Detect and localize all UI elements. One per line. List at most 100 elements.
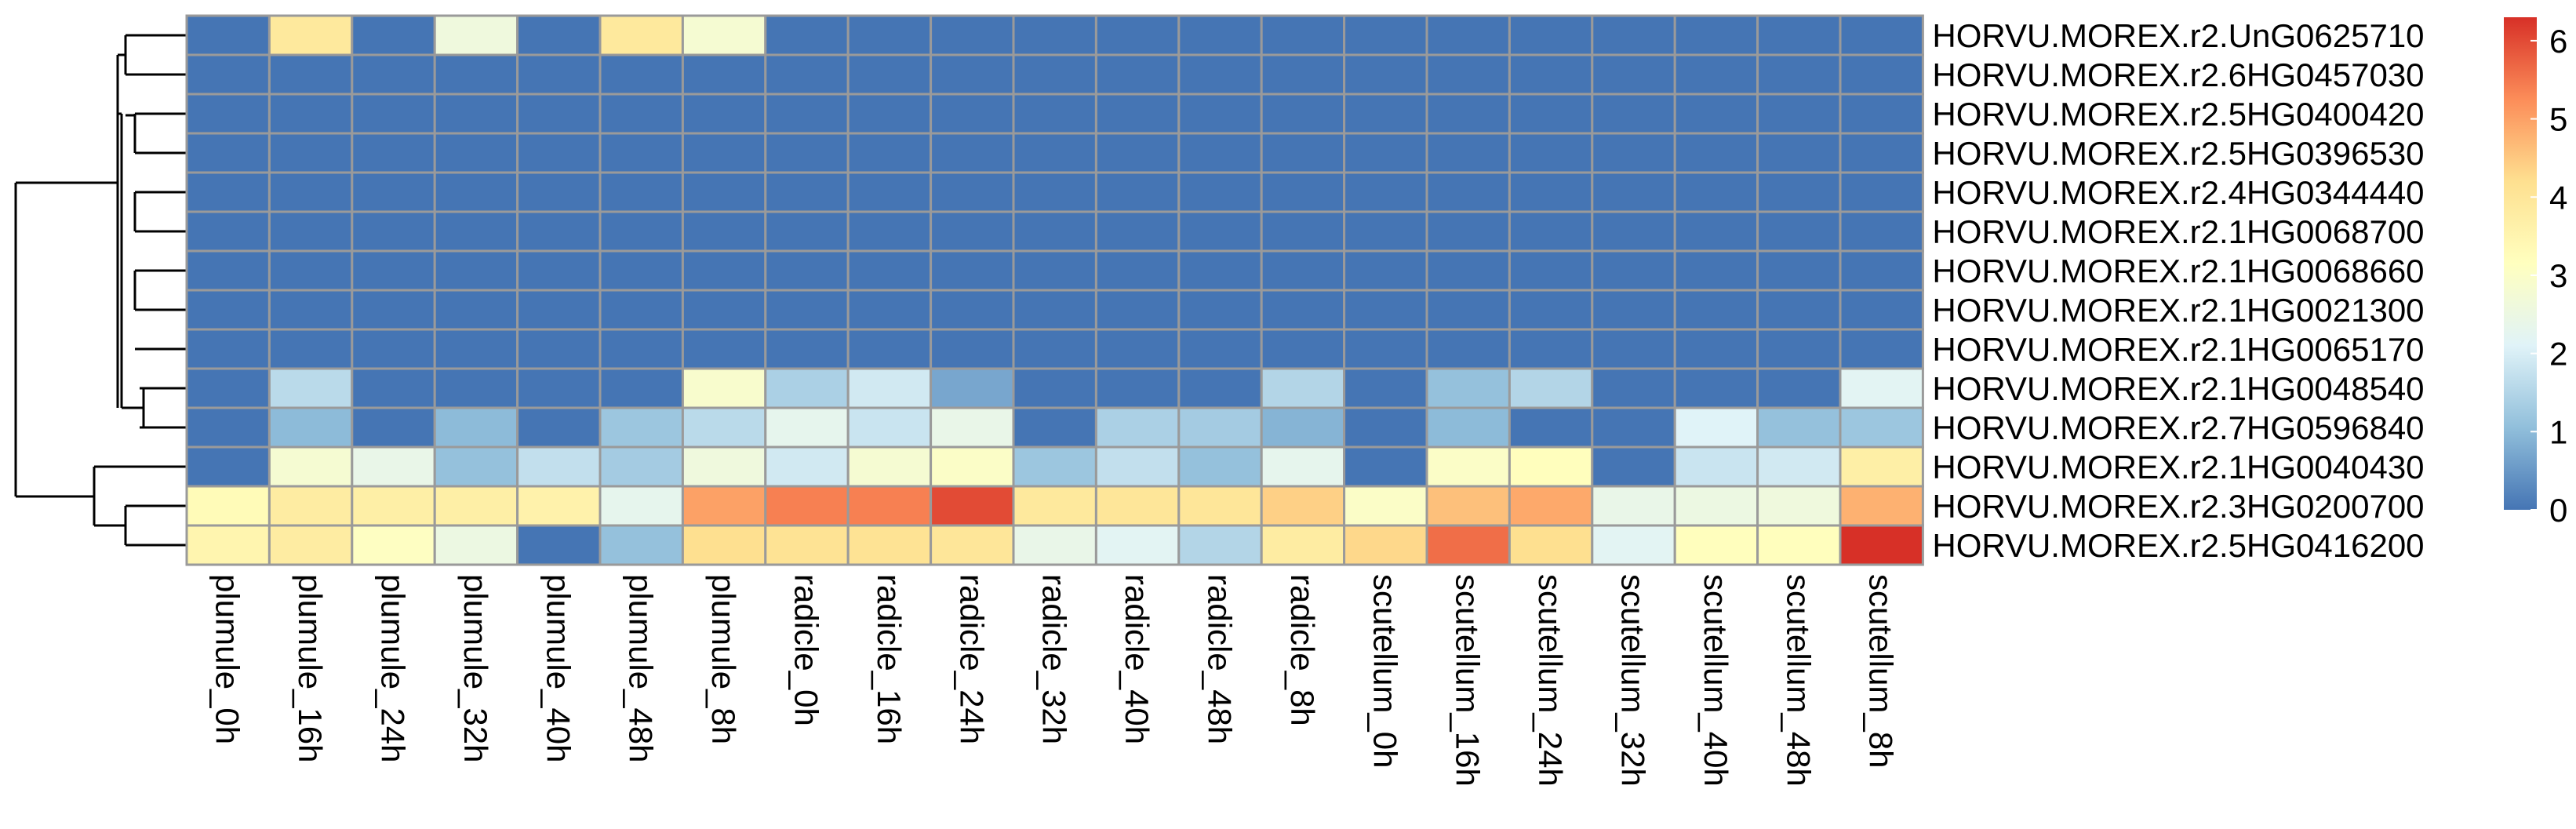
legend-tick-label: 4: [2549, 179, 2567, 216]
heatmap-cell: [930, 485, 1015, 527]
heatmap-cell: [1756, 132, 1842, 174]
heatmap-cell: [1756, 524, 1842, 566]
heatmap-cell: [764, 53, 850, 96]
heatmap-cell: [1839, 14, 1924, 56]
heatmap-cell: [1260, 93, 1346, 135]
legend-tick-label: 1: [2549, 413, 2567, 450]
heatmap-cell: [1756, 406, 1842, 449]
heatmap-cell: [1177, 14, 1263, 56]
heatmap-cell: [185, 210, 271, 253]
row-label: HORVU.MOREX.r2.1HG0068660: [1932, 253, 2424, 289]
column-label: scutellum_8h: [1863, 574, 1900, 768]
heatmap-cell: [846, 328, 933, 370]
heatmap-cell: [1839, 93, 1924, 135]
heatmap-cell: [351, 289, 436, 331]
heatmap-cell: [1756, 367, 1842, 409]
heatmap-cell: [930, 53, 1015, 96]
row-label: HORVU.MOREX.r2.1HG0065170: [1932, 331, 2424, 368]
heatmap-cell: [930, 445, 1015, 488]
heatmap-cell: [681, 406, 767, 449]
heatmap-cell: [516, 485, 602, 527]
row-label: HORVU.MOREX.r2.1HG0068700: [1932, 213, 2424, 250]
heatmap-cell: [1177, 485, 1263, 527]
heatmap-cell: [681, 210, 767, 253]
row-label: HORVU.MOREX.r2.1HG0048540: [1932, 370, 2424, 407]
legend-tick-label: 2: [2549, 336, 2567, 373]
heatmap-cell: [764, 132, 850, 174]
heatmap-cell: [185, 249, 271, 292]
heatmap-cell: [846, 485, 933, 527]
column-label: scutellum_32h: [1615, 574, 1652, 787]
heatmap-cell: [1012, 367, 1097, 409]
heatmap-cell: [267, 93, 354, 135]
heatmap-cell: [267, 210, 354, 253]
heatmap-cell: [433, 93, 519, 135]
heatmap-cell: [1260, 210, 1346, 253]
heatmap-cell: [1673, 406, 1759, 449]
heatmap-cell: [1260, 14, 1346, 56]
heatmap-cell: [930, 289, 1015, 331]
heatmap-cell: [1012, 328, 1097, 370]
row-label: HORVU.MOREX.r2.1HG0040430: [1932, 449, 2424, 485]
heatmap-cell: [185, 524, 271, 566]
heatmap-cell: [1425, 328, 1511, 370]
heatmap-cell: [846, 249, 933, 292]
heatmap-cell: [599, 289, 684, 331]
heatmap-cell: [516, 210, 602, 253]
heatmap-cell: [1508, 171, 1594, 213]
heatmap-cell: [1673, 445, 1759, 488]
heatmap-cell: [846, 53, 933, 96]
column-label: plumule_48h: [623, 574, 660, 763]
heatmap-cell: [185, 328, 271, 370]
heatmap-cell: [1756, 14, 1842, 56]
heatmap-cell: [1591, 406, 1676, 449]
column-labels: plumule_0h plumule_16h plumule_24h plumule_…: [209, 574, 1900, 787]
row-label: HORVU.MOREX.r2.5HG0396530: [1932, 135, 2424, 172]
heatmap-cell: [681, 328, 767, 370]
heatmap-cell: [1508, 406, 1594, 449]
heatmap-cell: [599, 171, 684, 213]
heatmap-cell: [681, 524, 767, 566]
heatmap-cell: [1260, 171, 1346, 213]
heatmap-cell: [1260, 249, 1346, 292]
heatmap-cell: [1343, 14, 1428, 56]
heatmap-cell: [351, 328, 436, 370]
heatmap-cell: [1177, 93, 1263, 135]
heatmap-cell: [930, 132, 1015, 174]
heatmap-cell: [846, 445, 933, 488]
heatmap-cell: [1839, 445, 1924, 488]
heatmap-cell: [846, 367, 933, 409]
heatmap-cell: [1425, 485, 1511, 527]
heatmap-cell: [351, 93, 436, 135]
column-label: plumule_16h: [292, 574, 329, 763]
heatmap-cell: [1012, 132, 1097, 174]
heatmap-cell: [1591, 14, 1676, 56]
heatmap-cell: [1177, 171, 1263, 213]
heatmap-cell: [1012, 53, 1097, 96]
heatmap-cells: [185, 14, 1924, 566]
heatmap-cell: [764, 210, 850, 253]
heatmap-cell: [1425, 14, 1511, 56]
heatmap-cell: [433, 289, 519, 331]
heatmap-cell: [1591, 524, 1676, 566]
color-legend: 0 1 2 3 4 5 6: [2504, 17, 2567, 529]
heatmap-cell: [1591, 289, 1676, 331]
heatmap-cell: [433, 210, 519, 253]
heatmap-cell: [1673, 328, 1759, 370]
row-dendrogram: [14, 34, 187, 547]
heatmap-cell: [516, 171, 602, 213]
heatmap-cell: [433, 132, 519, 174]
heatmap-cell: [930, 328, 1015, 370]
row-label: HORVU.MOREX.r2.7HG0596840: [1932, 409, 2424, 446]
heatmap-cell: [1839, 210, 1924, 253]
heatmap-cell: [1012, 445, 1097, 488]
heatmap-cell: [1839, 367, 1924, 409]
heatmap-cell: [930, 406, 1015, 449]
heatmap-cell: [1343, 367, 1428, 409]
heatmap-cell: [1343, 171, 1428, 213]
column-label: radicle_32h: [1036, 574, 1073, 744]
heatmap-cell: [351, 524, 436, 566]
heatmap-cell: [1094, 14, 1181, 56]
heatmap-cell: [599, 14, 684, 56]
column-label: radicle_8h: [1284, 574, 1321, 726]
